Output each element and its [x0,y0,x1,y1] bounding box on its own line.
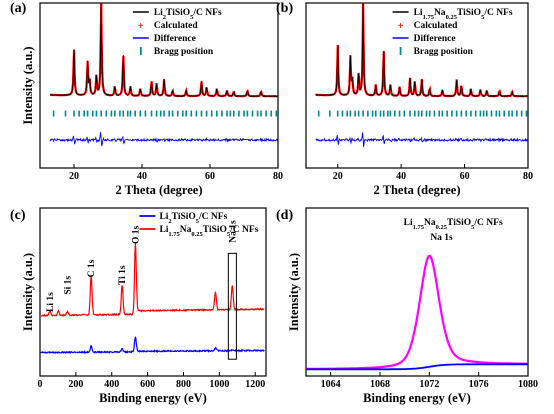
panel-label: (d) [276,208,293,223]
legend-label: Calculated [414,21,459,31]
background-series-line [306,363,528,371]
legend-label: Li1.75Na0.25TiSiO5/C NFs [414,8,513,21]
highlight-box [227,252,237,360]
x-axis-label: 2 Theta (degree) [115,183,202,197]
legend-label: Bragg position [154,47,214,57]
observed-series-line [315,2,529,98]
difference-series-line [49,132,279,147]
x-tick-label: 20 [69,171,79,182]
x-tick-label: 1200 [245,379,265,390]
peak-annotation: C 1s [87,259,97,277]
x-tick-label: 1080 [518,379,538,390]
panel-label: (c) [10,208,26,223]
peak-annotation: Si 1s [63,276,73,295]
series-line [40,336,265,355]
x-tick-label: 800 [176,379,191,390]
legend-swatch: + [397,20,403,32]
peak-annotation: Na 1s [228,220,238,243]
panel-c: Li 1s Si 1s C 1s Ti 1s O 1s Na 1s 0 200 400 600 80… [10,207,267,405]
peak-annotation: Li 1s [46,292,56,312]
plot-area-frame [305,207,529,377]
y-axis-label: Intensity (a.u.) [21,46,35,124]
x-axis-label: 2 Theta (degree) [373,183,460,197]
observed-series-line [49,3,279,98]
x-tick-label: 40 [396,171,406,182]
x-tick-label: 1064 [321,379,341,390]
legend-label: Difference [414,34,456,44]
legend-label: Bragg position [414,47,474,57]
legend-label: Difference [154,34,196,44]
x-axis-label: Binding energy (eV) [363,391,471,405]
x-tick-label: 0 [38,379,43,390]
x-tick-label: 200 [68,379,83,390]
peak-annotation: Ti 1s [118,265,128,285]
panel-a: 20 40 60 80 2 Theta (degree) Intensity (a.u.)… [10,1,283,197]
panel-label: (a) [10,1,27,16]
sample-label: Li1.75Na0.25TiSiO5/C NFs [404,218,503,231]
x-tick-label: 60 [460,171,470,182]
x-tick-label: 600 [140,379,155,390]
legend-label: Li2TiSiO5/C NFs [154,8,222,21]
x-tick-label: 1076 [469,379,489,390]
panel-label: (b) [276,1,293,16]
x-axis-label: Binding energy (eV) [99,391,207,405]
region-label: Na 1s [430,233,453,243]
x-tick-label: 60 [205,171,215,182]
plot-area-frame [305,2,529,169]
difference-series-line [315,132,529,147]
peak-annotation: O 1s [131,225,141,244]
series-line [40,243,265,317]
plot-area-frame [39,207,267,377]
legend-label: Li1.75Na0.25TiSiO5/C NFs [159,225,258,238]
x-tick-label: 1000 [209,379,229,390]
legend-label: Li2TiSiO5/C NFs [159,212,227,225]
x-tick-label: 80 [273,171,283,182]
x-tick-label: 20 [333,171,343,182]
x-tick-label: 1072 [419,379,439,390]
x-tick-label: 1068 [370,379,390,390]
fit-series-line [306,254,528,370]
plot-area-frame [39,2,279,169]
legend-swatch: + [138,20,144,32]
y-axis-label: Intensity (a.u.) [287,253,301,331]
x-tick-label: 400 [104,379,119,390]
x-tick-label: 80 [523,171,533,182]
legend-label: Calculated [154,21,199,31]
x-tick-label: 40 [137,171,147,182]
panel-d: 1064 1068 1072 1076 1080 Binding energy (eV) I… [276,207,538,405]
y-axis-label: Intensity (a.u.) [21,253,35,331]
panel-b: 20 40 60 80 2 Theta (degree) (b) Li1.75Na0.25T… [276,1,533,197]
